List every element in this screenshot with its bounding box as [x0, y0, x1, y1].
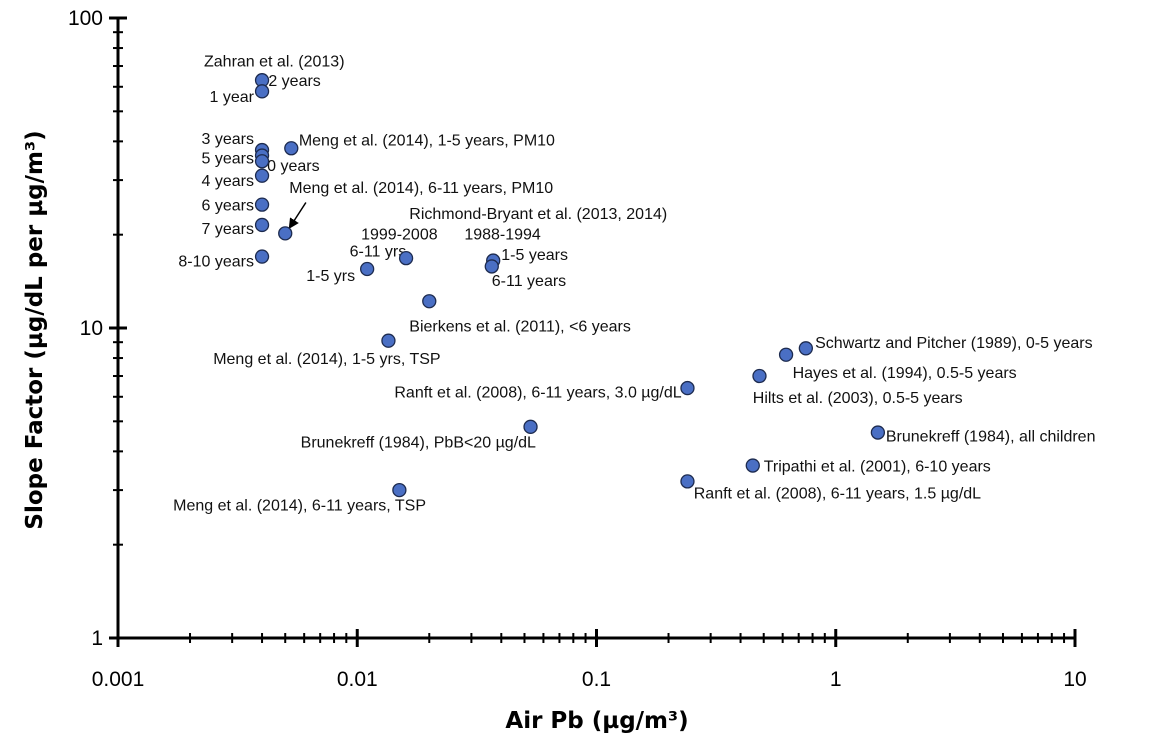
data-point [254, 154, 270, 169]
data-label: Zahran et al. (2013) [204, 53, 345, 70]
x-tick-label: 0.1 [582, 668, 611, 691]
data-label: 2 years [268, 73, 320, 90]
data-label: Meng et al. (2014), 6-11 years, TSP [173, 497, 426, 514]
data-label: 4 years [201, 173, 253, 190]
x-tick-label: 0.01 [337, 668, 378, 691]
y-axis-title: Slope Factor (µg/dL per µg/m³) [22, 130, 48, 529]
data-label: Ranft et al. (2008), 6-11 years, 3.0 µg/… [394, 384, 681, 401]
data-label: 0 years [267, 158, 319, 175]
data-point [745, 458, 760, 473]
data-label: 1999-2008 [361, 226, 438, 243]
data-label: 1988-1994 [464, 226, 541, 243]
data-label: Richmond-Bryant et al. (2013, 2014) [409, 206, 667, 223]
data-point [870, 425, 886, 440]
x-axis-title: Air Pb (µg/m³) [505, 708, 688, 734]
data-point [381, 333, 396, 348]
data-label: Meng et al. (2014), 1-5 years, PM10 [299, 133, 555, 150]
x-tick-label: 10 [1063, 668, 1086, 691]
data-point [254, 197, 270, 212]
data-label: 1 year [209, 89, 254, 106]
data-label: Meng et al. (2014), 6-11 years, PM10 [289, 180, 553, 197]
data-label: 6-11 yrs [350, 243, 407, 260]
data-label: Hayes et al. (1994), 0.5-5 years [793, 365, 1017, 382]
data-label: Bierkens et al. (2011), <6 years [409, 318, 631, 335]
x-tick-label: 1 [830, 668, 842, 691]
x-tick-label: 0.001 [92, 668, 145, 691]
data-label: 1-5 yrs [306, 268, 355, 285]
data-point [398, 251, 414, 266]
data-point [254, 84, 270, 99]
data-point [798, 341, 814, 356]
data-label: Ranft et al. (2008), 6-11 years, 1.5 µg/… [694, 485, 981, 502]
data-points [254, 73, 886, 498]
data-label: 1-5 years [501, 247, 568, 264]
data-point [680, 474, 695, 489]
data-label: 5 years [201, 150, 253, 167]
data-point [360, 261, 375, 277]
data-label: Brunekreff (1984), PbB<20 µg/dL [301, 435, 536, 452]
data-label: 3 years [201, 131, 253, 148]
data-label: 6 years [201, 198, 253, 215]
data-point [254, 217, 270, 233]
data-point [752, 368, 767, 384]
data-label: 7 years [201, 221, 253, 238]
y-tick-label: 100 [68, 7, 103, 30]
data-point [392, 482, 407, 498]
data-label: Tripathi et al. (2001), 6-10 years [764, 459, 991, 476]
data-point [254, 168, 270, 183]
annotation-arrow [288, 202, 307, 229]
data-point [278, 226, 293, 241]
data-label: Meng et al. (2014), 1-5 yrs, TSP [213, 351, 440, 368]
data-point [484, 259, 499, 274]
data-point [680, 380, 695, 396]
data-label: 6-11 years [492, 273, 566, 290]
data-label: Brunekreff (1984), all children [886, 429, 1096, 446]
y-tick-label: 10 [80, 317, 103, 340]
y-tick-label: 1 [91, 627, 103, 650]
axes: 0.001 0.01 0.1 1 10 1 10 100 [68, 7, 1087, 691]
data-label: Hilts et al. (2003), 0.5-5 years [753, 390, 963, 407]
data-point [254, 249, 270, 264]
annotations: Zahran et al. (2013) 2 years 1 year 3 years… [173, 53, 1095, 514]
data-label: 8-10 years [178, 254, 254, 271]
data-point [422, 294, 437, 309]
data-label: Schwartz and Pitcher (1989), 0-5 years [815, 335, 1092, 352]
data-point [778, 347, 794, 362]
data-point [284, 141, 299, 156]
data-point [523, 419, 538, 434]
